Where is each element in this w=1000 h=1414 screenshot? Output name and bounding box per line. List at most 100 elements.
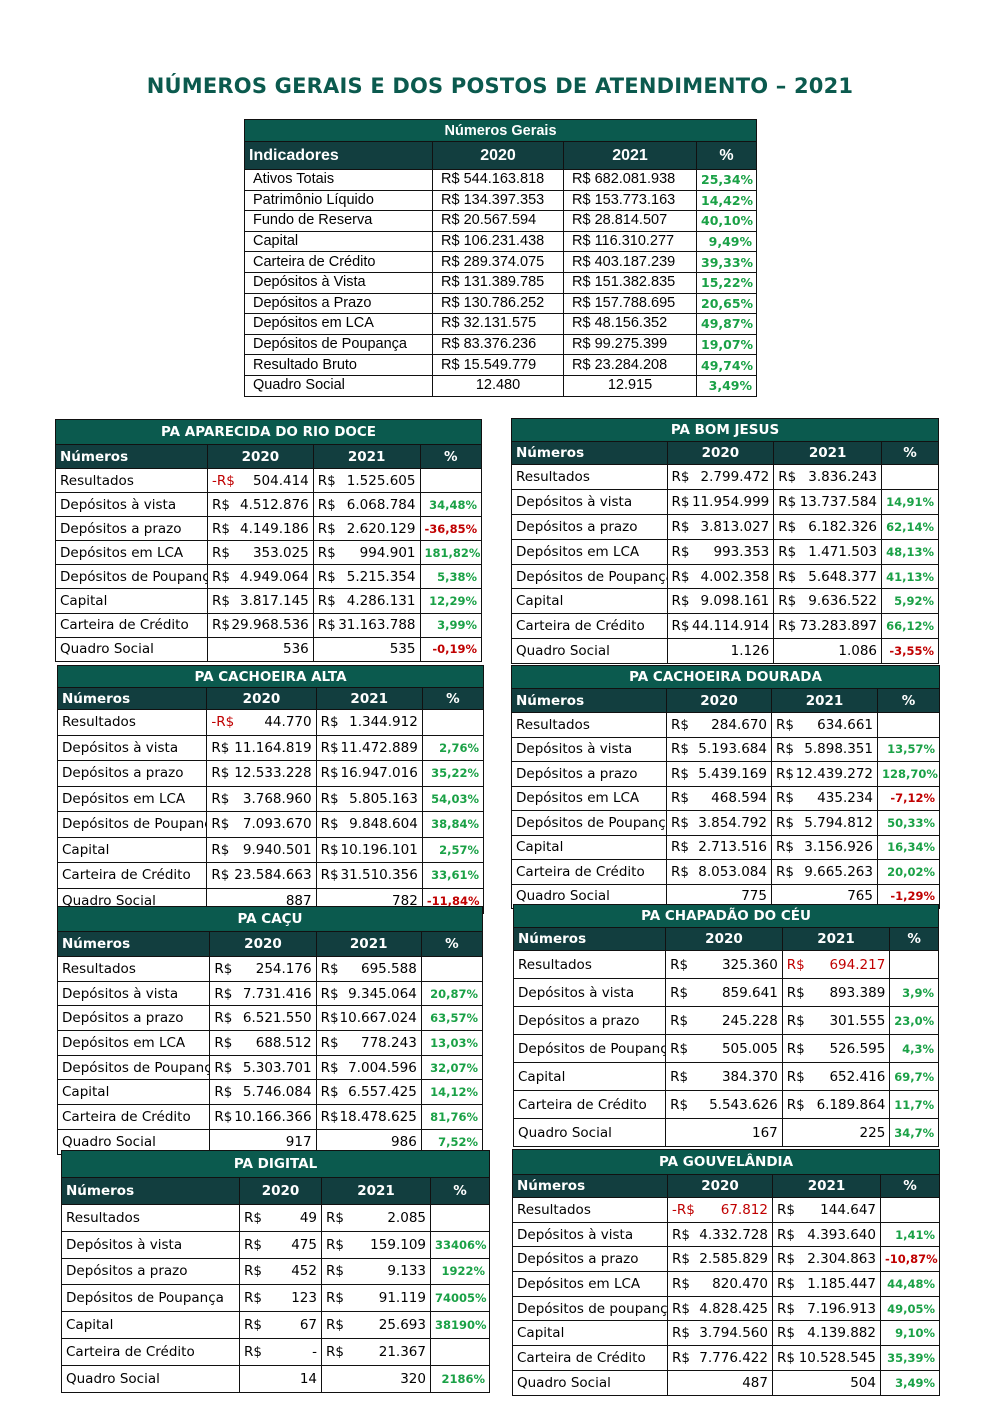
amount: 893.389 — [829, 984, 886, 1001]
amount: 435.234 — [817, 790, 873, 807]
numeros-header: Números — [512, 1174, 668, 1198]
value-2021: R$ 23.284.208 — [563, 354, 697, 376]
indicator-label: Fundo de Reserva — [244, 210, 433, 232]
currency-label: -R$ — [212, 472, 235, 489]
amount: 475 — [291, 1236, 317, 1253]
value-2020: R$ 254.176 — [209, 956, 317, 982]
value-2020: 167 — [665, 1118, 783, 1147]
value-2021: R$ 4.393.640 — [772, 1221, 881, 1248]
amount: 11.164.819 — [234, 739, 312, 756]
percent-change: 50,33% — [876, 810, 941, 836]
currency-label: R$ — [211, 739, 230, 756]
row-label: Depósitos em LCA — [512, 1271, 668, 1297]
currency-label: R$ — [778, 543, 797, 560]
amount: 167 — [752, 1124, 778, 1141]
value-2021: R$ 695.588 — [315, 956, 422, 982]
currency-label: R$ — [214, 1108, 233, 1125]
currency-label: R$ — [778, 568, 797, 585]
amount: 320 — [400, 1370, 426, 1387]
year-2021-header: 2021 — [773, 441, 883, 465]
table-row: Carteira de Crédito R$ 23.584.663 R$ 31.510.… — [56, 862, 485, 889]
currency-label: R$ — [671, 716, 689, 733]
currency-label: R$ — [317, 593, 336, 610]
amount: 5.303.701 — [242, 1059, 312, 1076]
table-row: Carteira de Crédito R$ 44.114.914 R$ 73.283.… — [511, 613, 939, 640]
currency-label: R$ — [777, 1349, 795, 1366]
currency-label: R$ — [671, 568, 690, 585]
currency-label: R$ — [320, 1084, 339, 1101]
currency-label: R$ — [317, 472, 336, 489]
row-label: Capital — [54, 588, 209, 614]
percent-change: 62,14% — [881, 513, 939, 540]
percent-change: 2,57% — [421, 836, 485, 863]
table-row: Depósitos à vista R$ 4.332.728 R$ 4.393.640 1… — [512, 1221, 941, 1248]
row-label: Depósitos de Poupança — [511, 563, 668, 590]
percent-change — [429, 1337, 491, 1366]
value-2020: R$ 32.131.575 — [432, 313, 564, 335]
table-row: Resultados -R$ 44.770 R$ 1.344.912 — [56, 709, 485, 736]
table-row: Resultados -R$ 67.812 R$ 144.647 — [512, 1197, 941, 1223]
row-label: Depósitos a prazo — [56, 1005, 211, 1032]
value-2021: R$ 3.836.243 — [773, 464, 883, 490]
amount: 3.794.560 — [699, 1325, 768, 1342]
value-2021: R$ 99.275.399 — [563, 333, 697, 356]
amount: 16.947.016 — [340, 765, 418, 782]
value-2020: R$ 130.786.252 — [432, 292, 564, 315]
percent-change: 34,7% — [889, 1118, 939, 1147]
row-label: Depósitos a prazo — [56, 760, 208, 787]
row-label: Resultados — [56, 956, 211, 982]
row-label: Carteira de Crédito — [511, 613, 668, 640]
currency-label: R$ — [244, 1209, 262, 1226]
pa-caption: PA GOUVELÂNDIA — [511, 1149, 941, 1175]
amount: 3.817.145 — [240, 593, 309, 610]
amount: 4.828.425 — [699, 1300, 768, 1317]
amount: 468.594 — [711, 790, 767, 807]
value-2021: R$ 6.189.864 — [781, 1090, 891, 1119]
value-2021: R$ 31.510.356 — [315, 862, 423, 889]
value-2021: 320 — [321, 1364, 431, 1393]
currency-label: R$ — [671, 493, 690, 510]
percent-change: 41,13% — [881, 563, 939, 590]
row-label: Quadro Social — [54, 636, 209, 662]
value-2020: R$ 83.376.236 — [432, 333, 564, 356]
table-row: Capital R$ 9.098.161 R$ 9.636.522 5,92% — [511, 588, 939, 615]
value-2021: R$ 7.196.913 — [772, 1295, 881, 1322]
amount: 31.510.356 — [340, 867, 418, 884]
value-2020: R$ 5.439.169 — [666, 761, 772, 787]
numeros-header: Números — [512, 927, 667, 951]
percent-change: 14,91% — [881, 488, 939, 515]
currency-label: R$ — [317, 544, 336, 561]
value-2020: R$ 49 — [239, 1204, 322, 1232]
year-2020-header: 2020 — [239, 1177, 322, 1205]
currency-label: R$ — [212, 496, 231, 513]
currency-label: R$ — [777, 1226, 795, 1243]
percent-change: 74005% — [429, 1284, 491, 1313]
value-2021: R$ 694.217 — [781, 950, 891, 979]
percent-change: 34,48% — [419, 492, 482, 518]
amount: 8.053.084 — [698, 863, 767, 880]
currency-label: R$ — [671, 863, 689, 880]
value-2020: -R$ 504.414 — [207, 467, 314, 494]
row-label: Resultados — [54, 467, 209, 494]
value-2021: R$ 25.693 — [321, 1311, 431, 1339]
table-row: Depósitos a prazo R$ 2.585.829 R$ 2.304.863-… — [512, 1246, 941, 1273]
amount: 9.098.161 — [700, 593, 770, 610]
year-2020-header: 2020 — [665, 927, 783, 951]
table-row: Resultados R$ 254.176 R$ 695.588 — [56, 956, 484, 982]
currency-label: R$ — [212, 520, 231, 537]
row-label: Depósitos de Poupança — [511, 810, 667, 836]
amount: 917 — [285, 1133, 312, 1150]
value-2021: 1.086 — [773, 638, 883, 665]
currency-label: R$ — [244, 1263, 262, 1280]
value-2021: R$ 6.068.784 — [312, 492, 421, 518]
value-2021: R$ 2.620.129 — [312, 516, 421, 542]
amount: 23.584.663 — [234, 867, 312, 884]
currency-label: R$ — [671, 814, 689, 831]
table-row: Capital R$ 106.231.438 R$ 116.310.277 9,49% — [244, 230, 758, 253]
currency-label: R$ — [320, 1034, 339, 1051]
percent-change: 20,65% — [695, 292, 758, 315]
currency-label: R$ — [317, 496, 336, 513]
pa-caption: PA CHAPADÃO DO CÉU — [513, 904, 939, 928]
row-label: Depósitos de Poupança — [56, 811, 208, 838]
percent-change: 3,49% — [695, 374, 758, 397]
